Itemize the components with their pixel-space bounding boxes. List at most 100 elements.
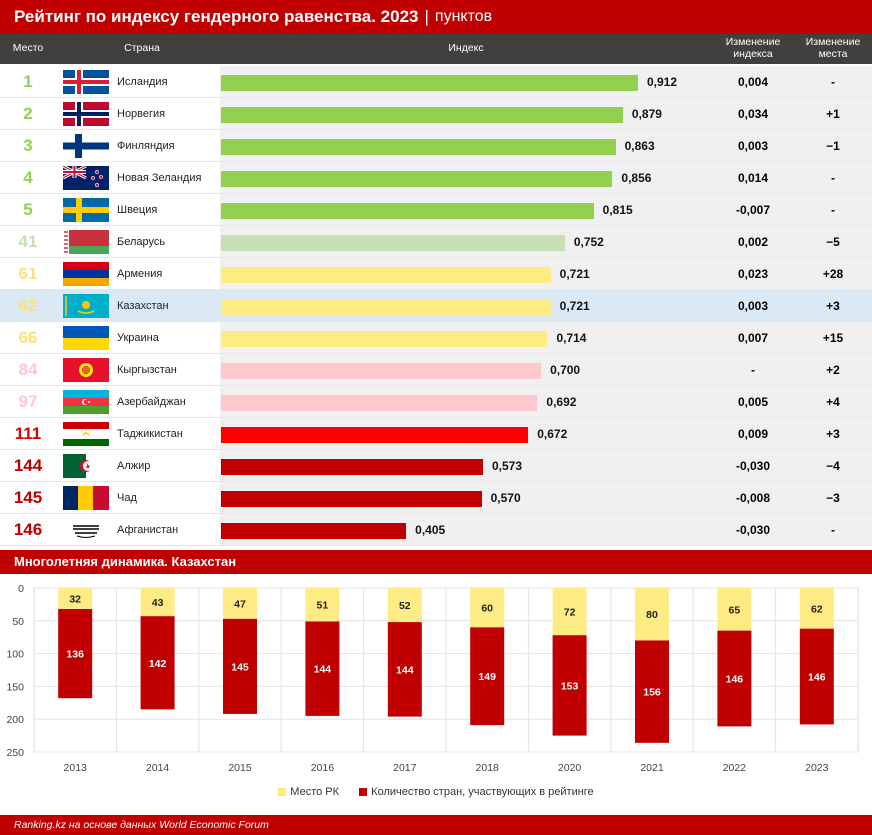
index-bar <box>221 427 529 443</box>
section2-title: Многолетняя динамика. Казахстан <box>14 554 237 569</box>
index-value: 0,405 <box>415 523 446 537</box>
index-change-value: 0,007 <box>737 331 769 345</box>
row-divider <box>0 257 872 258</box>
table-row: 1 Исландия 0,912 0,004 - <box>0 66 872 98</box>
country-name: Чад <box>117 492 137 504</box>
index-bar <box>221 331 548 347</box>
ukraine-flag-icon <box>63 326 109 350</box>
country-name: Беларусь <box>117 236 166 248</box>
armenia-flag-icon <box>63 262 109 286</box>
newzealand-flag-icon <box>63 166 109 190</box>
country-name: Украина <box>117 332 159 344</box>
table-row: 5 Швеция 0,815 -0,007 - <box>0 194 872 226</box>
index-change-value: 0,005 <box>737 395 769 409</box>
table-header: Место Страна Индекс Изменение индекса Из… <box>0 34 872 64</box>
row-divider <box>0 481 872 482</box>
title-unit: пунктов <box>434 8 493 25</box>
norway-flag-icon <box>63 102 109 126</box>
row-divider <box>0 161 872 162</box>
chad-flag-icon <box>63 486 109 510</box>
index-change-value: -0,007 <box>735 203 771 217</box>
index-bar <box>221 107 623 123</box>
rank-change-value: +28 <box>822 267 844 281</box>
index-bar <box>221 75 638 91</box>
rank-change-value: - <box>831 171 835 185</box>
rank-number: 66 <box>0 322 56 354</box>
rank-number: 146 <box>0 514 56 546</box>
legend-label-count: Количество стран, участвующих в рейтинге <box>371 786 594 798</box>
footer: Ranking.kz на основе данных World Econom… <box>0 815 872 835</box>
page-title: Рейтинг по индексу гендерного равенства.… <box>14 7 419 26</box>
chart-legend: Место РК Количество стран, участвующих в… <box>0 786 872 798</box>
country-name: Кыргызстан <box>117 364 177 376</box>
rank-change-value: +3 <box>826 427 840 441</box>
index-value: 0,721 <box>559 267 590 281</box>
rank-change-value: −3 <box>826 491 840 505</box>
index-bar <box>221 203 594 219</box>
rank-number: 5 <box>0 194 56 226</box>
count-label: 145 <box>231 661 249 673</box>
bar-place <box>140 588 175 617</box>
index-change-value: 0,034 <box>737 107 769 121</box>
count-label: 136 <box>66 649 84 661</box>
x-tick-label: 2023 <box>805 762 829 774</box>
country-name: Норвегия <box>117 108 166 120</box>
index-bar <box>221 267 551 283</box>
index-value: 0,692 <box>546 395 577 409</box>
row-divider <box>0 545 872 546</box>
y-tick-label: 100 <box>6 649 24 661</box>
index-bar <box>221 299 551 315</box>
index-bar <box>221 235 565 251</box>
y-tick-label: 200 <box>6 714 24 726</box>
x-tick-label: 2018 <box>476 762 500 774</box>
header-rank-change: Изменение места <box>805 36 861 60</box>
row-divider <box>0 353 872 354</box>
rank-change-value: - <box>831 203 835 217</box>
index-bar <box>221 363 542 379</box>
row-divider <box>0 513 872 514</box>
index-value: 0,721 <box>559 299 590 313</box>
bar-place <box>305 588 340 622</box>
row-divider <box>0 385 872 386</box>
kyrgyzstan-flag-icon <box>63 358 109 382</box>
dynamics-chart: 0 50 100 150 200 250 32 136 2013 43 142 2014 47 145 20… <box>6 583 859 774</box>
bar-count <box>140 616 175 710</box>
rank-change-value: −1 <box>826 139 840 153</box>
algeria-flag-icon <box>63 454 109 478</box>
table-row: 66 Украина 0,714 0,007 +15 <box>0 322 872 354</box>
title-bar: Рейтинг по индексу гендерного равенства.… <box>0 0 872 34</box>
index-bar <box>221 459 483 475</box>
table-row: 84 Кыргызстан 0,700 - +2 <box>0 354 872 386</box>
country-name: Алжир <box>117 460 151 472</box>
belarus-flag-icon <box>63 230 109 254</box>
table-row: 111 Таджикистан 0,672 0,009 +3 <box>0 418 872 450</box>
country-name: Исландия <box>117 76 168 88</box>
index-change-value: -0,008 <box>735 491 771 505</box>
legend-label-place: Место РК <box>290 786 340 798</box>
table-row: 3 Финляндия 0,863 0,003 −1 <box>0 130 872 162</box>
y-tick-label: 250 <box>6 747 24 759</box>
table-row: 146 Афганистан 0,405 -0,030 - <box>0 514 872 546</box>
y-tick-label: 150 <box>6 681 24 693</box>
index-value: 0,672 <box>537 427 568 441</box>
bar-count <box>305 621 340 716</box>
rank-number: 41 <box>0 226 56 258</box>
index-change-value: - <box>751 363 755 377</box>
bar-count <box>552 635 587 736</box>
place-label: 72 <box>564 607 576 619</box>
country-name: Новая Зеландия <box>117 172 202 184</box>
rank-change-value: - <box>831 75 835 89</box>
iceland-flag-icon <box>63 70 109 94</box>
table-row: 62 Казахстан 0,721 0,003 +3 <box>0 290 872 322</box>
bar-count <box>387 622 422 717</box>
legend-swatch-place <box>278 788 287 797</box>
x-tick-label: 2021 <box>640 762 664 774</box>
rank-change-value: +1 <box>826 107 840 121</box>
title-separator: | <box>424 7 429 26</box>
table-row: 41 Беларусь 0,752 0,002 −5 <box>0 226 872 258</box>
count-label: 153 <box>561 680 579 692</box>
bar-place <box>223 588 257 619</box>
bar-count <box>799 628 834 725</box>
rank-number: 111 <box>0 418 56 450</box>
section2-bar: Многолетняя динамика. Казахстан <box>0 550 872 574</box>
